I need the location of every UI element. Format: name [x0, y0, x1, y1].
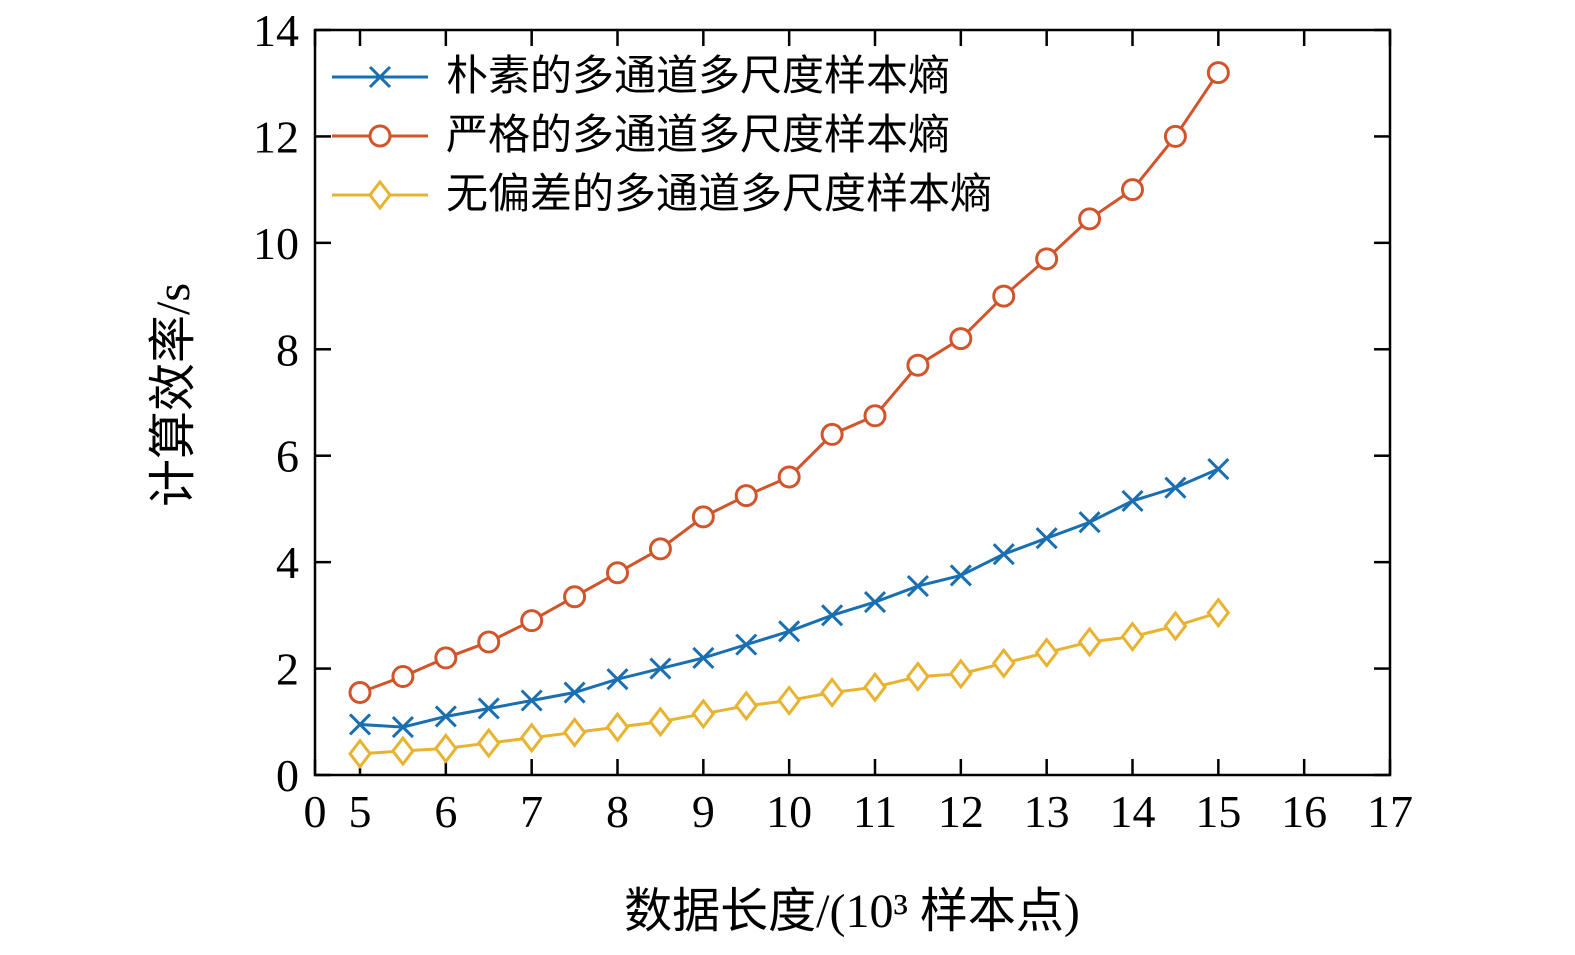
svg-text:14: 14 — [1110, 786, 1156, 837]
svg-text:7: 7 — [520, 786, 543, 837]
svg-text:9: 9 — [692, 786, 715, 837]
svg-text:0: 0 — [276, 750, 299, 801]
legend-swatch-x-icon — [332, 65, 428, 89]
legend-label: 朴素的多通道多尺度样本熵 — [446, 54, 951, 100]
svg-text:15: 15 — [1195, 786, 1241, 837]
svg-text:6: 6 — [434, 786, 457, 837]
series-1 — [348, 61, 1230, 705]
svg-text:12: 12 — [253, 111, 299, 162]
x-axis-label: 数据长度/(10³ 样本点) — [624, 885, 1080, 938]
svg-text:16: 16 — [1281, 786, 1327, 837]
series-2 — [348, 597, 1231, 770]
svg-text:10: 10 — [766, 786, 812, 837]
svg-text:4: 4 — [276, 537, 299, 588]
plot-box — [313, 28, 1392, 777]
svg-text:0: 0 — [304, 786, 327, 837]
svg-text:8: 8 — [606, 786, 629, 837]
svg-text:14: 14 — [253, 5, 299, 56]
legend-swatch-circle-icon — [332, 124, 428, 148]
svg-text:12: 12 — [938, 786, 984, 837]
legend-item-0: 朴素的多通道多尺度样本熵 — [330, 52, 992, 102]
legend-item-2: 无偏差的多通道多尺度样本熵 — [330, 170, 992, 220]
svg-text:6: 6 — [276, 431, 299, 482]
legend-item-1: 严格的多通道多尺度样本熵 — [330, 111, 992, 161]
svg-text:2: 2 — [276, 644, 299, 695]
legend-swatch-diamond-icon — [332, 179, 428, 211]
series-0 — [348, 457, 1230, 739]
axis-ticks: 0 5 6 7 8 9 10 11 12 13 14 15 16 17 0 2 4 6 8 10 12 14 — [253, 5, 1413, 837]
svg-text:8: 8 — [276, 324, 299, 375]
legend: 朴素的多通道多尺度样本熵 严格的多通道多尺度样本熵 无偏差的多通道多尺度样本熵 — [330, 52, 992, 220]
legend-label: 无偏差的多通道多尺度样本熵 — [446, 172, 993, 218]
legend-label: 严格的多通道多尺度样本熵 — [446, 113, 951, 159]
svg-text:10: 10 — [253, 218, 299, 269]
svg-text:11: 11 — [853, 786, 897, 837]
x-tick-labels: 0 5 6 7 8 9 10 11 12 13 14 15 16 17 — [304, 786, 1414, 837]
svg-text:13: 13 — [1024, 786, 1070, 837]
y-tick-labels: 0 2 4 6 8 10 12 14 — [253, 5, 299, 801]
y-axis-label: 计算效率/s — [147, 282, 200, 508]
svg-text:17: 17 — [1367, 786, 1413, 837]
svg-text:5: 5 — [349, 786, 372, 837]
